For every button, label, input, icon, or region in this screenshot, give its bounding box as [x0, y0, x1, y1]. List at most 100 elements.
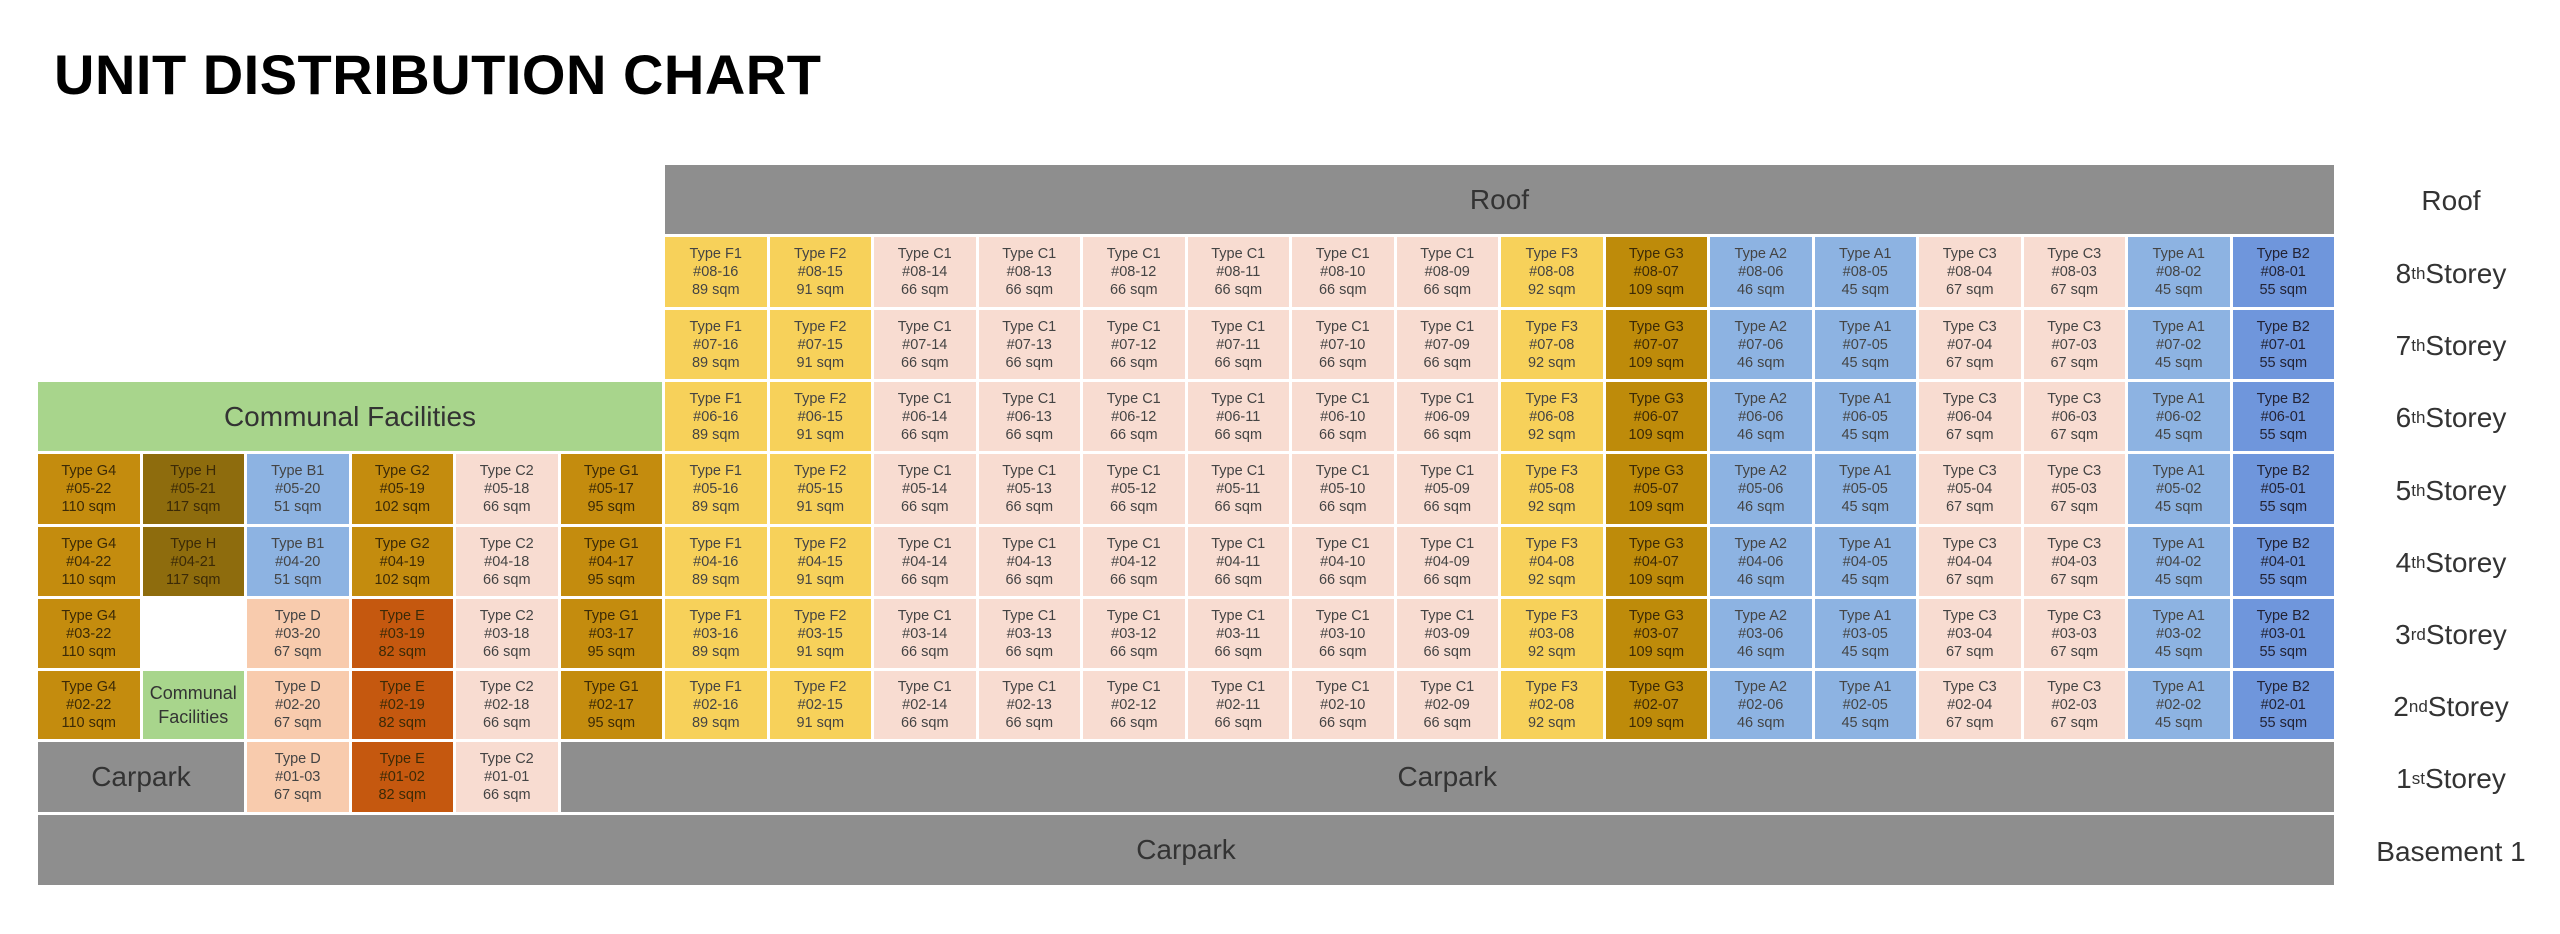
unit-type: Type A1 — [2152, 390, 2205, 407]
unit-area: 66 sqm — [1423, 571, 1472, 588]
unit-cell: Type G1 #03-17 95 sqm — [560, 599, 665, 671]
unit-type: Type C1 — [1002, 463, 1057, 479]
unit-type: Type C1 — [897, 390, 952, 407]
unit-number: #02-18 — [484, 697, 530, 713]
unit-number: #02-16 — [693, 697, 739, 713]
unit-number: #05-16 — [693, 481, 739, 497]
unit-area: 91 sqm — [796, 715, 845, 731]
unit-cell: Type C1 #03-11 66 sqm — [1187, 599, 1292, 671]
unit-area: 46 sqm — [1736, 354, 1785, 371]
unit-type: Type G3 — [1628, 246, 1684, 262]
unit-cell: Type B2 #06-01 55 sqm — [2232, 382, 2337, 454]
unit-area: 91 sqm — [796, 426, 845, 443]
unit-number: #04-05 — [1842, 553, 1888, 570]
unit-area: 67 sqm — [2050, 354, 2099, 371]
unit-number: #06-12 — [1111, 408, 1157, 425]
unit-number: #05-08 — [1529, 481, 1575, 497]
unit-cell: Type C3 #06-03 67 sqm — [2023, 382, 2128, 454]
unit-number: #02-10 — [1320, 697, 1366, 713]
unit-type: Type C1 — [1211, 390, 1266, 407]
unit-type: Type C1 — [1211, 246, 1266, 262]
unit-area: 67 sqm — [1945, 571, 1994, 588]
unit-cell: Type A1 #02-02 45 sqm — [2128, 671, 2233, 742]
unit-type: Type G3 — [1628, 535, 1684, 552]
unit-number: #03-17 — [588, 625, 634, 642]
unit-number: #04-12 — [1111, 553, 1157, 570]
unit-type: Type A2 — [1734, 535, 1787, 552]
unit-cell: Type C1 #07-09 66 sqm — [1396, 310, 1501, 382]
unit-area: 66 sqm — [1005, 643, 1054, 660]
unit-type: Type F2 — [794, 607, 847, 624]
unit-cell: Type A2 #07-06 46 sqm — [1710, 310, 1815, 382]
unit-cell: Type C1 #06-10 66 sqm — [1292, 382, 1397, 454]
unit-area: 92 sqm — [1527, 571, 1576, 588]
unit-number: #07-10 — [1320, 336, 1366, 353]
roof-block: Roof — [665, 165, 2337, 237]
unit-type: Type F1 — [689, 679, 742, 695]
unit-number: #06-09 — [1424, 408, 1470, 425]
unit-number: #02-01 — [2260, 697, 2306, 713]
unit-cell: Type A2 #08-06 46 sqm — [1710, 237, 1815, 310]
unit-cell: Type C1 #07-13 66 sqm — [978, 310, 1083, 382]
unit-type: Type C1 — [897, 246, 952, 262]
unit-area: 66 sqm — [900, 715, 949, 731]
unit-area: 66 sqm — [482, 787, 531, 803]
unit-number: #05-01 — [2260, 481, 2306, 497]
unit-number: #03-12 — [1111, 625, 1157, 642]
unit-area: 95 sqm — [587, 571, 636, 588]
unit-type: Type C1 — [1211, 318, 1266, 335]
unit-type: Type F3 — [1525, 679, 1578, 695]
unit-cell: Type B2 #02-01 55 sqm — [2232, 671, 2337, 742]
unit-cell: Type C1 #07-11 66 sqm — [1187, 310, 1292, 382]
unit-type: Type C3 — [1942, 535, 1997, 552]
unit-type: Type C1 — [1002, 679, 1057, 695]
unit-area: 46 sqm — [1736, 426, 1785, 443]
unit-type: Type F1 — [689, 246, 742, 262]
unit-area: 67 sqm — [2050, 715, 2099, 731]
unit-area: 45 sqm — [2154, 643, 2203, 660]
unit-cell: Type F3 #03-08 92 sqm — [1501, 599, 1606, 671]
unit-type: Type F1 — [689, 390, 742, 407]
unit-area: 67 sqm — [2050, 426, 2099, 443]
unit-number: #04-07 — [1633, 553, 1679, 570]
unit-type: Type C3 — [1942, 246, 1997, 262]
unit-type: Type C1 — [1315, 535, 1370, 552]
unit-number: #03-08 — [1529, 625, 1575, 642]
unit-type: Type C2 — [479, 751, 534, 767]
unit-cell: Type C1 #05-12 66 sqm — [1083, 454, 1188, 527]
storey-label: Basement 1 — [2376, 835, 2526, 867]
unit-cell: Type F3 #04-08 92 sqm — [1501, 527, 1606, 599]
unit-type: Type F2 — [794, 318, 847, 335]
unit-cell: Type C2 #03-18 66 sqm — [456, 599, 561, 671]
unit-area: 45 sqm — [2154, 426, 2203, 443]
unit-area: 66 sqm — [1423, 715, 1472, 731]
unit-cell: Type C1 #03-12 66 sqm — [1083, 599, 1188, 671]
unit-cell: Type A1 #06-05 45 sqm — [1814, 382, 1919, 454]
unit-number: #06-15 — [797, 408, 843, 425]
unit-cell: Type C1 #03-14 66 sqm — [874, 599, 979, 671]
unit-type: Type B2 — [2256, 679, 2310, 695]
unit-type: Type C3 — [2047, 246, 2102, 262]
unit-type: Type H — [170, 535, 217, 552]
unit-type: Type B2 — [2256, 607, 2310, 624]
unit-number: #07-11 — [1216, 336, 1261, 353]
unit-area: 45 sqm — [2154, 571, 2203, 588]
unit-number: #04-06 — [1738, 553, 1784, 570]
unit-area: 66 sqm — [1109, 715, 1158, 731]
unit-cell: Type A1 #08-05 45 sqm — [1814, 237, 1919, 310]
unit-cell: Type G3 #04-07 109 sqm — [1605, 527, 1710, 599]
unit-area: 45 sqm — [1841, 354, 1890, 371]
unit-type: Type G2 — [374, 463, 430, 479]
unit-type: Type C3 — [2047, 607, 2102, 624]
unit-area: 89 sqm — [691, 426, 740, 443]
unit-type: Type E — [379, 679, 425, 695]
unit-number: #03-05 — [1842, 625, 1888, 642]
unit-number: #05-06 — [1738, 481, 1784, 497]
unit-number: #07-05 — [1842, 336, 1888, 353]
unit-cell: Type G2 #04-19 102 sqm — [351, 527, 456, 599]
unit-cell: Type C1 #05-13 66 sqm — [978, 454, 1083, 527]
unit-area: 46 sqm — [1736, 715, 1785, 731]
